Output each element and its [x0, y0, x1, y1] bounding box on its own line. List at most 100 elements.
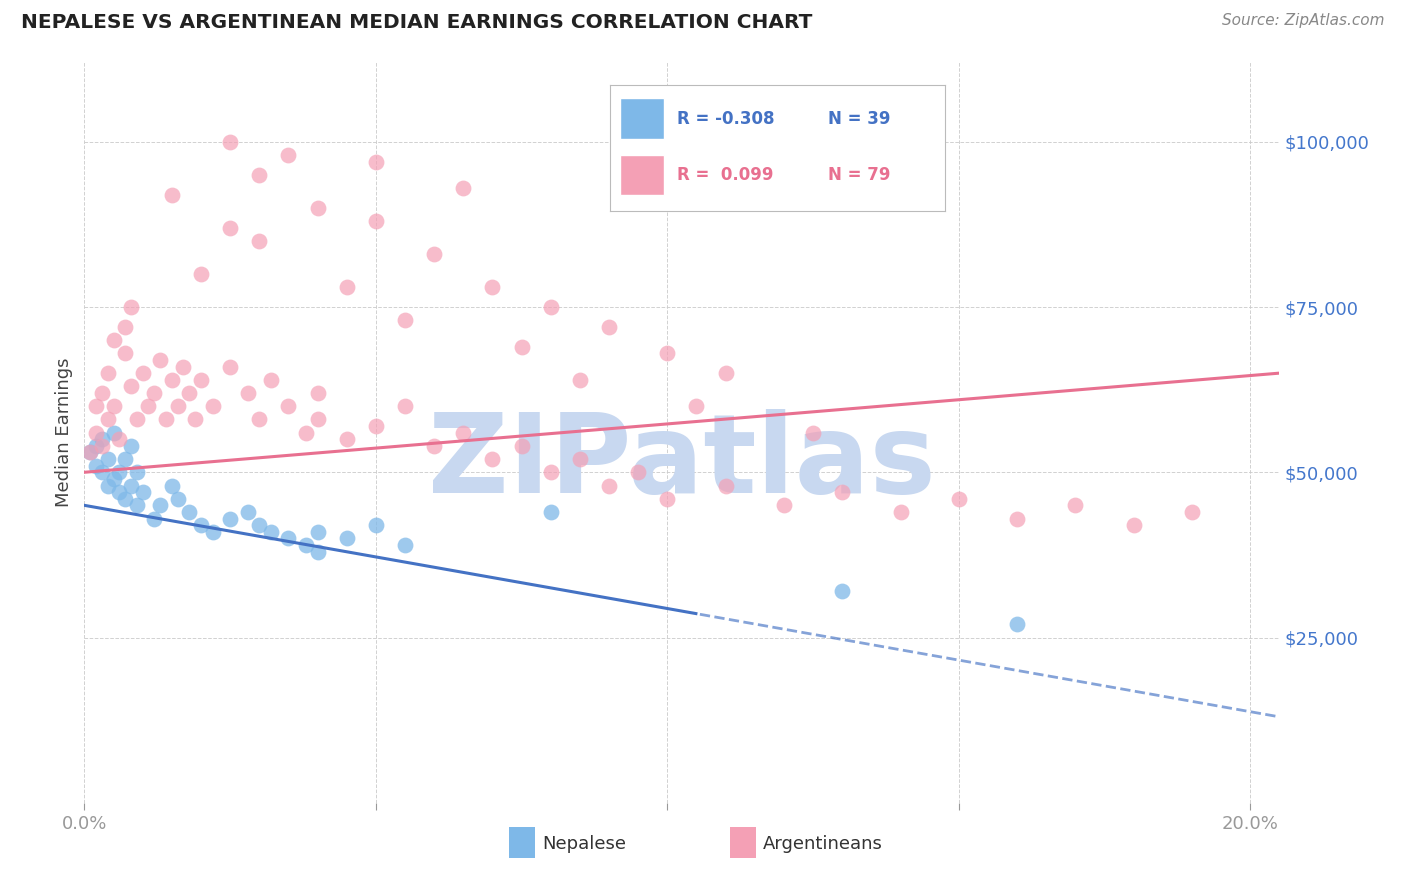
Point: [1005, 617, 1028, 632]
Point: [179, 505, 201, 519]
Point: [336, 280, 359, 294]
Point: [277, 399, 299, 413]
Point: [201, 524, 224, 539]
Point: [540, 505, 562, 519]
Point: [179, 386, 201, 401]
Point: [190, 373, 212, 387]
Point: [394, 399, 416, 413]
Point: [120, 478, 142, 492]
Point: [155, 412, 177, 426]
Point: [125, 499, 148, 513]
Point: [1122, 518, 1144, 533]
Point: [219, 511, 242, 525]
Point: [948, 491, 970, 506]
Point: [103, 472, 125, 486]
Point: [1064, 499, 1087, 513]
Point: [84, 439, 107, 453]
Y-axis label: Median Earnings: Median Earnings: [55, 358, 73, 508]
Text: Nepalese: Nepalese: [543, 835, 626, 853]
Point: [114, 319, 136, 334]
Point: [657, 346, 679, 360]
Point: [247, 168, 270, 182]
Point: [831, 584, 853, 599]
Point: [540, 300, 562, 314]
Point: [1181, 505, 1204, 519]
Point: [277, 532, 299, 546]
Point: [79, 445, 101, 459]
Point: [166, 491, 188, 506]
Point: [336, 432, 359, 446]
Point: [831, 485, 853, 500]
Point: [247, 412, 270, 426]
Point: [108, 485, 131, 500]
Point: [190, 518, 212, 533]
Point: [889, 505, 911, 519]
Point: [97, 366, 120, 380]
Point: [657, 491, 679, 506]
Point: [714, 366, 737, 380]
Point: [103, 333, 125, 347]
Point: [423, 439, 446, 453]
Point: [201, 399, 224, 413]
Point: [247, 234, 270, 248]
Point: [84, 425, 107, 440]
Point: [714, 478, 737, 492]
Point: [773, 499, 796, 513]
Point: [236, 505, 259, 519]
Point: [394, 313, 416, 327]
Point: [131, 485, 153, 500]
Bar: [509, 827, 534, 858]
Point: [295, 425, 318, 440]
Point: [84, 399, 107, 413]
Text: Source: ZipAtlas.com: Source: ZipAtlas.com: [1222, 13, 1385, 29]
Point: [149, 352, 172, 367]
Point: [307, 544, 329, 558]
Point: [598, 478, 620, 492]
Point: [295, 538, 318, 552]
Point: [307, 412, 329, 426]
Point: [453, 425, 475, 440]
Bar: [730, 827, 756, 858]
Point: [97, 452, 120, 467]
Point: [84, 458, 107, 473]
Point: [166, 399, 188, 413]
Point: [453, 181, 475, 195]
Point: [364, 518, 387, 533]
Point: [172, 359, 194, 374]
Point: [219, 220, 242, 235]
Point: [79, 445, 101, 459]
Point: [97, 478, 120, 492]
Point: [364, 154, 387, 169]
Point: [260, 373, 283, 387]
Point: [131, 366, 153, 380]
Point: [423, 247, 446, 261]
Point: [90, 465, 112, 479]
Point: [90, 386, 112, 401]
Point: [510, 340, 533, 354]
Point: [108, 465, 131, 479]
Point: [114, 491, 136, 506]
Text: ZIPatlas: ZIPatlas: [427, 409, 936, 516]
Text: Argentineans: Argentineans: [763, 835, 883, 853]
Point: [143, 386, 166, 401]
Point: [394, 538, 416, 552]
Point: [540, 465, 562, 479]
Point: [1005, 511, 1028, 525]
Point: [90, 439, 112, 453]
Point: [143, 511, 166, 525]
Point: [160, 373, 183, 387]
Point: [481, 452, 503, 467]
Point: [184, 412, 207, 426]
Point: [568, 452, 591, 467]
Point: [149, 499, 172, 513]
Point: [336, 532, 359, 546]
Point: [125, 465, 148, 479]
Point: [219, 359, 242, 374]
Point: [125, 412, 148, 426]
Point: [236, 386, 259, 401]
Point: [90, 432, 112, 446]
Point: [108, 432, 131, 446]
Point: [277, 148, 299, 162]
Point: [307, 524, 329, 539]
Point: [364, 419, 387, 434]
